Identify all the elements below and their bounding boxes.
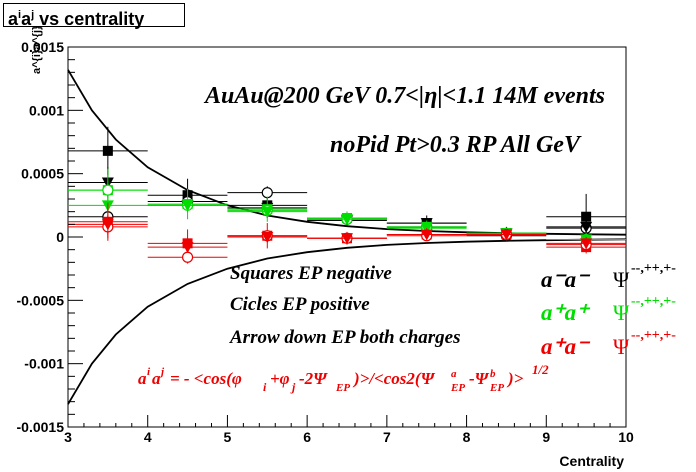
svg-text:)>: )>: [506, 369, 524, 388]
x-tick-label: 9: [542, 429, 550, 445]
svg-text:a⁺a⁻: a⁺a⁻: [541, 334, 591, 359]
svg-text:EP: EP: [450, 382, 465, 394]
y-tick-label: -0.0005: [17, 292, 65, 308]
legend-circles-text: Cicles EP positive: [230, 294, 370, 315]
svg-text:i: i: [263, 380, 267, 394]
svg-text:)>/<cos2(Ψ: )>/<cos2(Ψ: [352, 369, 436, 388]
x-tick-label: 3: [64, 429, 72, 445]
legend-entry-plus-plus: a⁺a⁺ Ψ --,++,+-: [541, 294, 676, 325]
svg-text:-2Ψ: -2Ψ: [299, 369, 328, 388]
y-tick-label: 0.0005: [21, 166, 64, 182]
svg-text:j: j: [290, 380, 296, 394]
triangle-marker: [341, 233, 353, 245]
x-tick-label: 10: [618, 429, 634, 445]
svg-text:EP: EP: [335, 382, 350, 394]
y-tick-label: -0.001: [24, 356, 64, 372]
triangle-marker: [341, 214, 353, 226]
triangle-marker: [261, 206, 274, 218]
y-tick-label: 0.001: [29, 102, 64, 118]
legend-entry-minus-minus: a⁻a⁻ Ψ --,++,+-: [541, 261, 676, 292]
svg-text:a⁻a⁻: a⁻a⁻: [541, 267, 591, 292]
lower-band-curve: [67, 238, 627, 405]
svg-text:i: i: [147, 366, 151, 378]
svg-text:a: a: [138, 369, 147, 388]
circle-marker: [102, 184, 114, 196]
triangle-marker: [101, 219, 114, 231]
data-series: [68, 126, 626, 264]
svg-text:EP: EP: [489, 382, 504, 394]
svg-text:a: a: [451, 368, 457, 380]
x-axis-label: Centrality: [559, 453, 624, 469]
svg-text:--,++,+-: --,++,+-: [631, 261, 676, 276]
series-triangle-down-ee0000: [68, 214, 626, 254]
svg-text:a⁺a⁺: a⁺a⁺: [541, 300, 591, 325]
x-tick-label: 6: [303, 429, 311, 445]
triangle-marker: [420, 229, 433, 241]
annotation-line1: AuAu@200 GeV 0.7<|η|<1.1 14M events: [203, 83, 605, 109]
circle-marker: [261, 187, 273, 199]
triangle-marker: [580, 221, 593, 233]
legend-squares-text: Squares EP negative: [230, 263, 392, 284]
legend-arrows-text: Arrow down EP both charges: [229, 327, 461, 348]
legend-entry-plus-minus: a⁺a⁻ Ψ --,++,+-: [541, 328, 676, 359]
svg-text:b: b: [490, 368, 496, 380]
svg-text:Ψ: Ψ: [613, 334, 630, 359]
triangle-marker: [500, 229, 513, 241]
x-tick-label: 5: [224, 429, 232, 445]
x-tick-label: 4: [144, 429, 152, 445]
series-square-ee0000: [68, 202, 626, 258]
axis-ticks: 3 4 5 6 7 8 9 10 -0.0015 -0.001 -0.0005 0 0.0005 0.00…: [17, 39, 634, 445]
svg-text:--,++,+-: --,++,+-: [631, 294, 676, 309]
y-tick-label: 0.0015: [21, 39, 64, 55]
y-axis-label: a^{i}a^{j}: [31, 25, 43, 74]
square-marker: [581, 211, 592, 222]
triangle-marker: [261, 232, 274, 243]
svg-text:1/2: 1/2: [532, 362, 549, 377]
svg-text:+φ: +φ: [270, 369, 290, 388]
triangle-marker: [181, 242, 194, 254]
y-tick-label: -0.0015: [17, 419, 65, 435]
svg-text:Ψ: Ψ: [613, 300, 630, 325]
triangle-marker: [580, 238, 593, 250]
series-triangle-down-000000: [68, 167, 626, 240]
triangle-marker: [181, 200, 194, 212]
svg-text:a: a: [152, 369, 161, 388]
x-tick-label: 8: [463, 429, 471, 445]
formula-annotation: a i a j = - <cos(φ i +φ j -2Ψ EP )>/<cos…: [138, 362, 549, 394]
x-tick-label: 7: [383, 429, 391, 445]
square-marker: [102, 145, 113, 156]
chart-title: aiaj vs centrality: [3, 3, 185, 29]
svg-text:j: j: [159, 366, 165, 378]
annotation-line2: noPid Pt>0.3 RP All GeV: [330, 132, 582, 158]
svg-text:--,++,+-: --,++,+-: [631, 328, 676, 343]
svg-text:= - <cos(φ: = - <cos(φ: [170, 369, 242, 388]
svg-text:-Ψ: -Ψ: [469, 369, 490, 388]
svg-text:Ψ: Ψ: [613, 267, 630, 292]
circle-marker: [181, 251, 194, 263]
y-tick-label: 0: [56, 229, 64, 245]
